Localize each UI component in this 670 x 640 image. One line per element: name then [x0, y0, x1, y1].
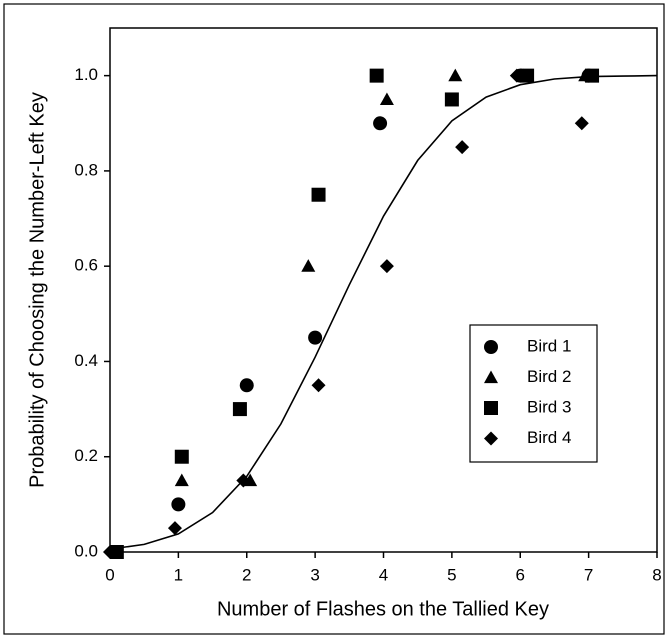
x-tick-label: 7	[584, 565, 593, 584]
outer-frame	[3, 3, 665, 635]
point	[301, 259, 316, 272]
x-tick-label: 5	[447, 565, 456, 584]
legend-marker	[484, 370, 498, 384]
fit-curve	[109, 74, 658, 550]
y-tick-label: 0.8	[74, 160, 98, 179]
point	[171, 497, 186, 512]
point	[232, 402, 247, 417]
point	[520, 68, 535, 83]
legend-marker	[484, 401, 498, 415]
point	[167, 521, 182, 536]
legend-marker	[484, 340, 498, 354]
legend-marker	[484, 431, 498, 446]
y-tick-label: 0.2	[74, 446, 98, 465]
legend-label: Bird 2	[527, 367, 571, 386]
plot-frame	[109, 27, 658, 553]
x-tick-label: 3	[310, 565, 319, 584]
point	[174, 449, 189, 464]
x-tick-label: 4	[379, 565, 388, 584]
legend-label: Bird 4	[527, 428, 571, 447]
legend-label: Bird 3	[527, 397, 571, 416]
point	[379, 92, 394, 106]
point	[509, 68, 524, 83]
point	[585, 68, 600, 83]
point	[103, 545, 117, 559]
y-tick-label: 0.0	[74, 541, 98, 560]
point	[369, 68, 384, 83]
y-tick-label: 0.4	[74, 351, 98, 370]
x-axis-label: Number of Flashes on the Tallied Key	[217, 598, 549, 620]
point	[574, 116, 589, 131]
y-tick-label: 1.0	[74, 65, 98, 84]
point	[373, 116, 388, 131]
point	[448, 68, 463, 82]
point	[311, 378, 326, 393]
x-tick-label: 0	[105, 565, 114, 584]
y-tick-label: 0.6	[74, 256, 98, 275]
point	[236, 473, 251, 488]
y-axis-label: Probability of Choosing the Number-Left …	[26, 92, 48, 488]
x-tick-label: 6	[516, 565, 525, 584]
x-tick-label: 2	[242, 565, 251, 584]
point	[311, 187, 326, 202]
legend-label: Bird 1	[527, 336, 571, 355]
point	[174, 473, 189, 487]
x-tick-label: 8	[652, 565, 661, 584]
point	[444, 92, 459, 107]
point	[308, 330, 323, 345]
x-tick-label: 1	[174, 565, 183, 584]
point	[239, 378, 254, 393]
point	[455, 140, 470, 155]
point	[379, 259, 394, 274]
